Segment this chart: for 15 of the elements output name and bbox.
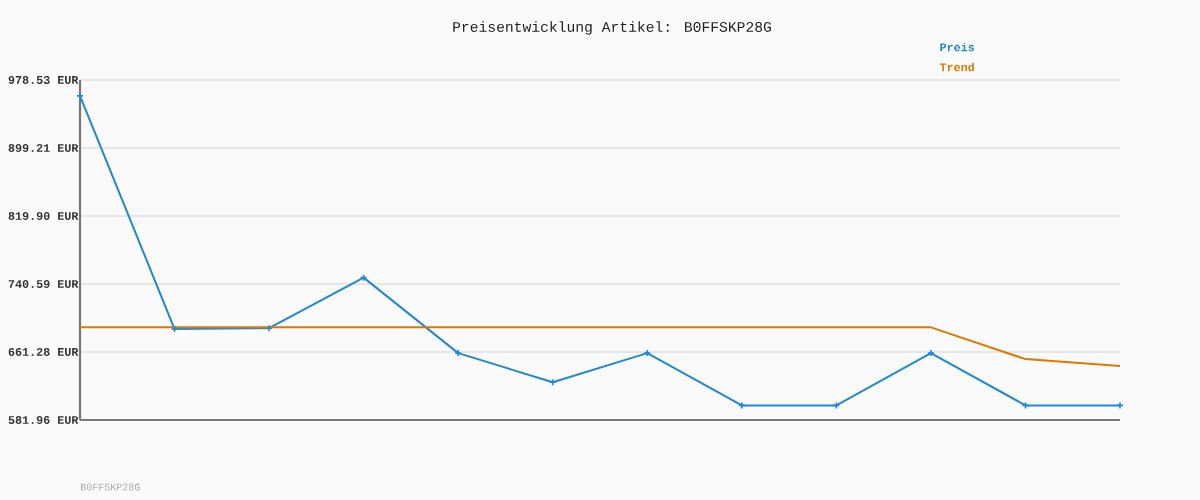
point (454, 349, 462, 357)
chart-title: Preisentwicklung Artikel: B0FFSKP28G (453, 21, 771, 35)
text: Trend (939, 62, 974, 72)
point (643, 349, 652, 357)
text: Preis (940, 42, 975, 52)
y-tick-label: 581.96 EUR (8, 416, 79, 424)
y-tick-label: 819.90 EUR (8, 212, 79, 220)
text: B0FFSKP28G (81, 483, 140, 491)
point (265, 324, 273, 333)
point (927, 349, 935, 357)
y-tick-label: 899.21 EUR (8, 144, 79, 152)
point (548, 378, 557, 387)
y-tick-label: 740.59 EUR (8, 280, 79, 288)
y-tick-label: 661.28 EUR (8, 348, 79, 356)
y-tick-label: 978.53 EUR (8, 76, 79, 84)
